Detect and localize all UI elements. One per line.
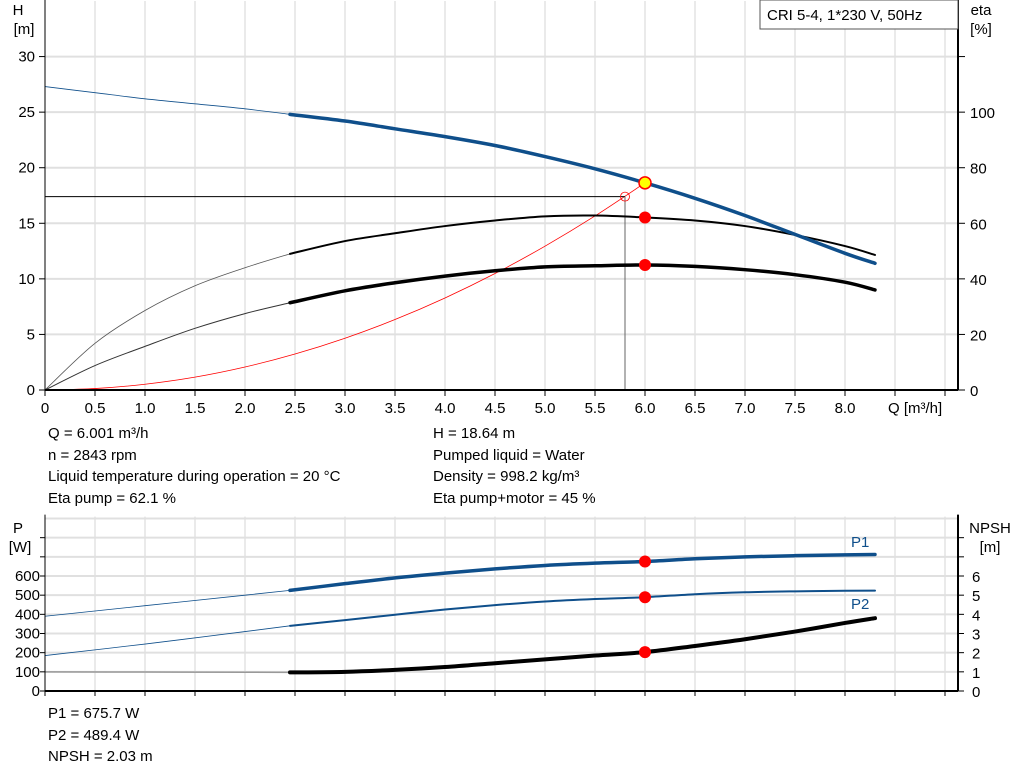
x-tick-label: 4.0 [435,400,456,417]
eta-axis-unit: [%] [970,21,992,38]
p-tick-label: 300 [15,626,40,643]
bottom-curves [44,552,877,675]
readout-liquid-temp: Liquid temperature during operation = 20… [48,468,341,485]
bottom-grid [45,516,958,691]
p1-series-label: P1 [851,534,869,551]
chart-title: CRI 5-4, 1*230 V, 50Hz [767,7,922,24]
eta-tick-label: 0 [970,383,978,400]
npsh-marker [639,646,651,659]
q-axis-label: Q [m³/h] [888,400,942,417]
curve-P2 [289,589,876,627]
eta-tick-label: 100 [970,105,995,122]
readouts-top-right: H = 18.64 m Pumped liquid = Water Densit… [433,423,596,509]
readout-p2: P2 = 489.4 W [48,726,140,744]
h-tick-label: 30 [18,49,35,66]
x-tick-label: 0 [41,400,49,417]
h-tick-label: 5 [27,326,35,343]
readout-density: Density = 998.2 kg/m³ [433,468,580,485]
p-tick-label: 500 [15,587,40,604]
eta-tick-label: 20 [970,327,987,344]
x-tick-label: 2.0 [235,400,256,417]
h-axis-label: H [13,2,24,19]
readout-head: H = 18.64 m [433,425,516,442]
eta-tick-label: 60 [970,216,987,233]
p-tick-label: 0 [32,683,40,700]
h-tick-label: 0 [27,382,35,399]
npsh-axis-label: NPSH [969,520,1011,537]
npsh-tick-label: 4 [972,607,980,624]
x-tick-label: 1.0 [135,400,156,417]
p-tick-label: 100 [15,664,40,681]
x-tick-label: 0.5 [85,400,106,417]
curve-eta_pump_motor [288,263,877,305]
curve-H [288,112,877,266]
x-tick-label: 5.0 [535,400,556,417]
npsh-tick-label: 1 [972,665,980,682]
curve-P2-extended [44,625,291,656]
x-tick-label: 7.5 [785,400,806,417]
npsh-axis-unit: [m] [980,539,1001,556]
readout-eta-pump-motor: Eta pump+motor = 45 % [433,489,596,507]
x-tick-label: 6.0 [635,400,656,417]
p-axis-label: P [13,520,23,537]
npsh-tick-label: 6 [972,569,980,586]
x-tick-label: 3.0 [335,400,356,417]
curve-NPSH-extended [44,671,291,674]
top-grid [45,1,958,390]
axes: 0 0.5 1.0 1.5 2.0 2.5 3.0 3.5 4.0 4.5 5.0 5.5 6.0 6.5… [15,0,995,701]
eta-pump-motor-marker [639,258,651,271]
p1-marker [639,555,651,568]
x-tick-label: 5.5 [585,400,606,417]
readout-speed: n = 2843 rpm [48,446,137,464]
readout-eta-pump: Eta pump = 62.1 % [48,489,176,507]
readouts-top-left: Q = 6.001 m³/h n = 2843 rpm Liquid tempe… [48,423,340,509]
x-tick-label: 8.0 [835,400,856,417]
curve-NPSH [288,616,877,675]
curve-P1 [288,552,877,593]
eta-tick-label: 80 [970,161,987,178]
readout-liquid: Pumped liquid = Water [433,446,585,464]
readout-npsh: NPSH = 2.03 m [48,748,153,765]
title-box [759,0,959,30]
npsh-tick-label: 0 [972,684,980,701]
p-tick-label: 400 [15,606,40,623]
curve-H-extended [44,86,291,115]
p-axis-unit: [W] [9,539,32,556]
readout-p1: P1 = 675.7 W [48,705,140,722]
h-tick-label: 25 [18,104,35,121]
curve-system [44,182,646,391]
curve-eta_pump [289,214,876,256]
eta-pump-marker [639,211,651,224]
x-tick-label: 1.5 [185,400,206,417]
readouts-bottom: P1 = 675.7 W P2 = 489.4 W NPSH = 2.03 m [48,703,153,768]
eta-tick-label: 40 [970,272,987,289]
x-tick-label: 3.5 [385,400,406,417]
reference-point-marker [620,191,630,202]
readout-flow: Q = 6.001 m³/h [48,425,149,442]
h-tick-label: 15 [18,215,35,232]
x-tick-label: 6.5 [685,400,706,417]
h-tick-label: 10 [18,271,35,288]
p-tick-label: 200 [15,645,40,662]
p2-series-label: P2 [851,596,869,613]
curve-P1-extended [44,589,291,617]
curve-eta_pump_motor-extended [44,302,291,391]
eta-axis-label: eta [971,2,993,19]
p2-marker [639,591,651,604]
top-curves [44,86,877,391]
curve-eta_pump-extended [44,253,291,391]
h-axis-unit: [m] [14,21,35,38]
x-tick-label: 7.0 [735,400,756,417]
duty-point-marker [638,176,652,190]
npsh-tick-label: 5 [972,588,980,605]
npsh-tick-label: 2 [972,646,980,663]
p-tick-label: 600 [15,568,40,585]
x-tick-label: 2.5 [285,400,306,417]
h-tick-label: 20 [18,160,35,177]
x-tick-label: 4.5 [485,400,506,417]
npsh-tick-label: 3 [972,627,980,644]
